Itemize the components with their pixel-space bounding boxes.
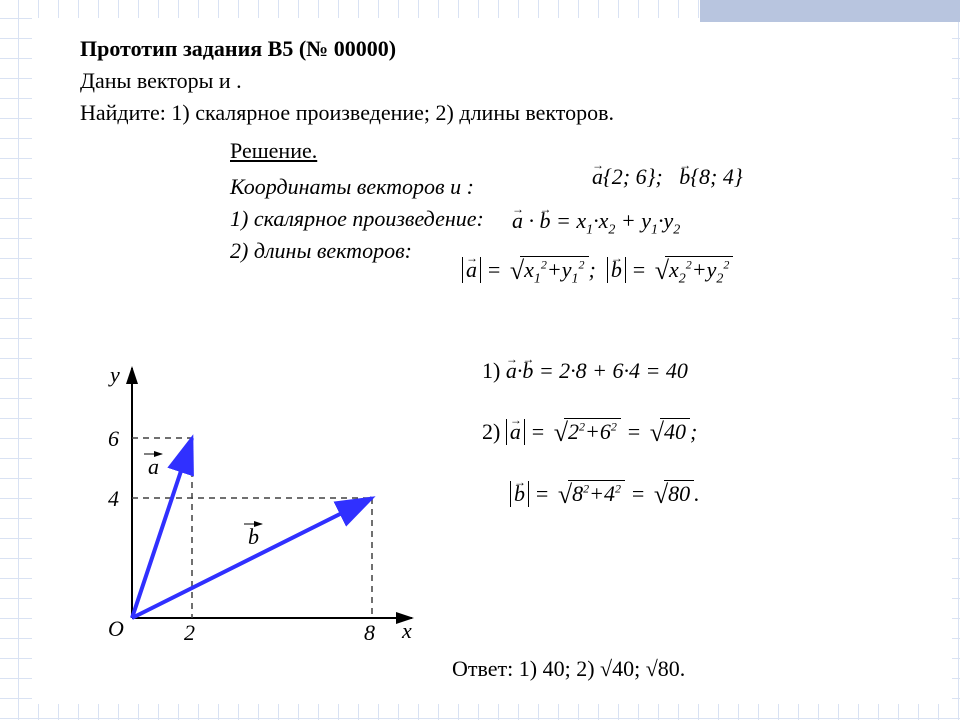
given-line: Даны векторы и .: [80, 68, 930, 94]
xtick-2: 2: [184, 620, 195, 645]
x-axis-label: x: [401, 618, 412, 643]
find-line: Найдите: 1) скалярное произведение; 2) д…: [80, 100, 930, 126]
solution-heading: Решение.: [230, 138, 930, 164]
vec-a-label: a: [148, 454, 159, 479]
answer-line: Ответ: 1) 40; 2) √40; √80.: [452, 656, 685, 682]
top-accent-bar: [700, 0, 960, 22]
ytick-4: 4: [108, 486, 119, 511]
calc-2b: →b = 82+42 = 80.: [510, 478, 700, 508]
origin-label: O: [108, 616, 124, 641]
len-formulas: →a = x12+y12; →b = x22+y22: [462, 254, 733, 287]
calc-2a: 2) →a = 22+62 = 40;: [482, 416, 697, 446]
coords-values: →a{2; 6}; →b{8; 4}: [592, 164, 743, 190]
len-label: 2) длины векторов:: [230, 238, 412, 263]
coords-label: Координаты векторов и :: [230, 174, 474, 199]
ytick-6: 6: [108, 426, 119, 451]
page-card: Прототип задания B5 (№ 00000) Даны векто…: [32, 18, 952, 704]
calc-1: 1) →a·→b = 2·8 + 6·4 = 40: [482, 358, 688, 384]
dot-label: 1) скалярное произведение:: [230, 206, 484, 231]
dot-formula: →a · →b = x1·x2 + y1·y2: [512, 208, 680, 238]
vec-b-label: b: [248, 524, 259, 549]
xtick-8: 8: [364, 620, 375, 645]
coords-line: Координаты векторов и :: [230, 174, 930, 200]
vector-graph: O x y 6 4 2 8 a b: [102, 358, 432, 648]
task-title: Прототип задания B5 (№ 00000): [80, 36, 930, 62]
y-axis-label: y: [108, 362, 120, 387]
given-text: Даны векторы и .: [80, 68, 242, 93]
